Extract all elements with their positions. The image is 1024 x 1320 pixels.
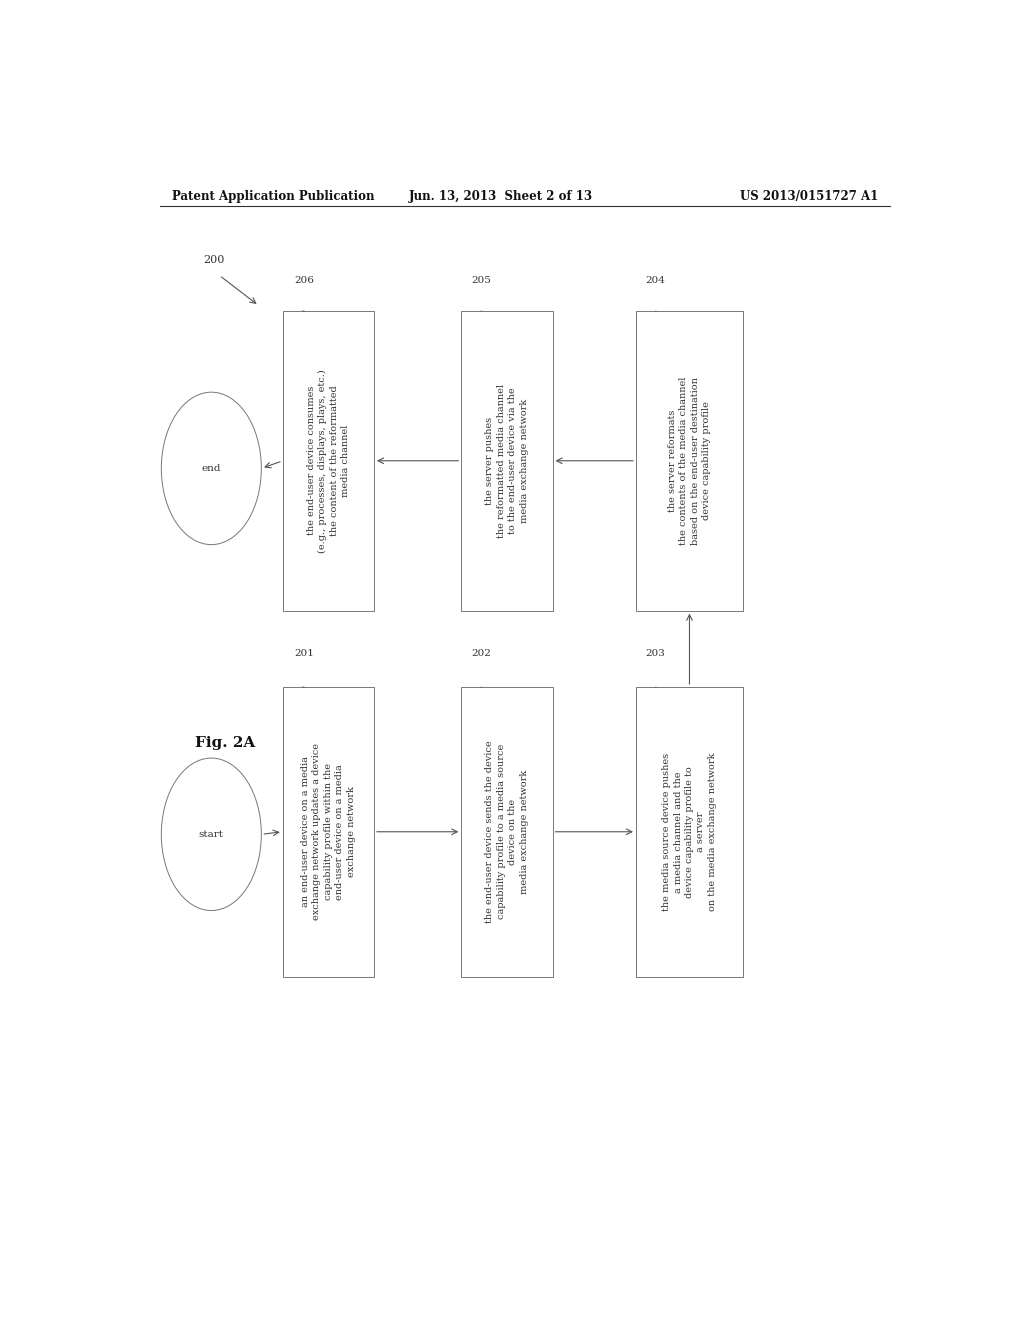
FancyBboxPatch shape	[461, 312, 553, 611]
FancyBboxPatch shape	[283, 312, 374, 611]
Text: the server pushes
the reformatted media channel
to the end-user device via the
m: the server pushes the reformatted media …	[485, 384, 528, 537]
Text: Jun. 13, 2013  Sheet 2 of 13: Jun. 13, 2013 Sheet 2 of 13	[409, 190, 593, 202]
FancyBboxPatch shape	[461, 686, 553, 977]
Text: 203: 203	[645, 649, 666, 659]
Text: 202: 202	[471, 649, 490, 659]
Text: the end-user device consumes
(e.g., processes, displays, plays, etc.)
the conten: the end-user device consumes (e.g., proc…	[306, 368, 350, 553]
Text: Fig. 2A: Fig. 2A	[196, 735, 256, 750]
Text: start: start	[199, 830, 224, 838]
Text: 201: 201	[295, 649, 314, 659]
Text: Patent Application Publication: Patent Application Publication	[172, 190, 374, 202]
Text: the media source device pushes
a media channel and the
device capability profile: the media source device pushes a media c…	[663, 752, 717, 911]
Ellipse shape	[162, 392, 261, 545]
FancyBboxPatch shape	[636, 686, 743, 977]
FancyBboxPatch shape	[636, 312, 743, 611]
Text: 200: 200	[204, 255, 224, 265]
Text: US 2013/0151727 A1: US 2013/0151727 A1	[739, 190, 878, 202]
Text: the end-user device sends the device
capability profile to a media source
device: the end-user device sends the device cap…	[485, 741, 528, 923]
Text: an end-user device on a media
exchange network updates a device
capability profi: an end-user device on a media exchange n…	[301, 743, 355, 920]
Text: 205: 205	[471, 276, 490, 285]
Text: the server reformats
the contents of the media channel
based on the end-user des: the server reformats the contents of the…	[668, 376, 711, 545]
Text: 206: 206	[295, 276, 314, 285]
Text: end: end	[202, 463, 221, 473]
Text: 204: 204	[645, 276, 666, 285]
FancyBboxPatch shape	[283, 686, 374, 977]
Ellipse shape	[162, 758, 261, 911]
